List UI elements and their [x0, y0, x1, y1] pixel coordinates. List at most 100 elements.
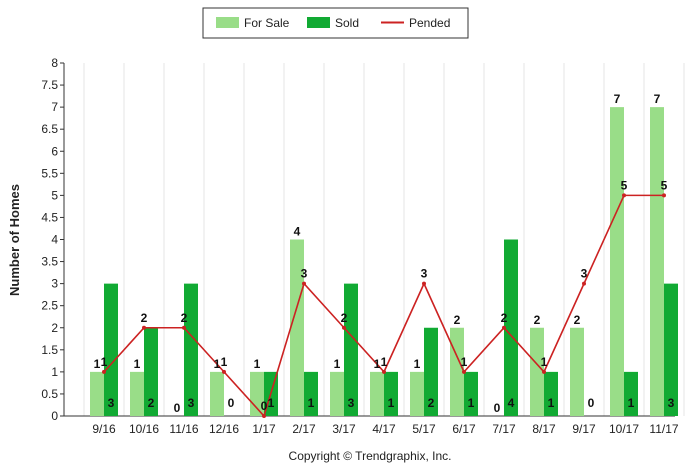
data-label-pended: 1 — [101, 355, 108, 369]
bar-sold — [464, 371, 478, 416]
data-label-sold: 3 — [108, 396, 115, 410]
data-label-pended: 1 — [381, 355, 388, 369]
bars — [90, 107, 678, 416]
data-label-for-sale: 2 — [454, 313, 461, 327]
legend: For Sale Sold Pended — [202, 7, 469, 39]
y-tick-label: 1 — [51, 365, 58, 379]
pended-point — [662, 193, 666, 198]
y-tick-label: 7.5 — [41, 78, 58, 92]
legend-label-pended: Pended — [409, 16, 450, 30]
bar-for-sale — [130, 371, 144, 416]
y-tick-label: 5 — [51, 188, 58, 202]
pended-point — [422, 281, 426, 286]
data-label-for-sale: 4 — [294, 225, 301, 239]
x-tick-label: 4/17 — [372, 422, 396, 436]
data-label-sold: 3 — [668, 396, 675, 410]
data-label-sold: 1 — [468, 396, 475, 410]
data-label-for-sale: 7 — [654, 92, 661, 106]
y-tick-label: 0.5 — [41, 387, 58, 401]
y-tick-label: 6.5 — [41, 122, 58, 136]
bar-for-sale — [290, 239, 304, 416]
bar-for-sale — [450, 327, 464, 416]
y-tick-label: 4 — [51, 233, 58, 247]
data-label-for-sale: 1 — [214, 357, 221, 371]
bar-for-sale — [570, 327, 584, 416]
data-label-pended: 0 — [261, 399, 268, 413]
pended-point — [262, 414, 266, 418]
pended-point — [382, 369, 386, 374]
data-label-for-sale: 2 — [574, 313, 581, 327]
x-tick-label: 11/16 — [169, 422, 198, 436]
pended-point — [302, 281, 306, 286]
data-label-pended: 1 — [541, 355, 548, 369]
bar-sold — [664, 283, 678, 416]
bar-sold — [184, 283, 198, 416]
y-tick-label: 8 — [51, 56, 58, 70]
legend-label-sold: Sold — [335, 16, 359, 30]
copyright-text: Copyright © Trendgraphix, Inc. — [289, 449, 452, 463]
x-tick-label: 12/16 — [209, 422, 239, 436]
pended-point — [342, 325, 346, 330]
bar-for-sale — [330, 371, 344, 416]
bar-sold — [504, 239, 518, 416]
data-label-for-sale: 1 — [374, 357, 381, 371]
data-label-for-sale: 0 — [494, 401, 501, 415]
x-tick-label: 10/16 — [129, 422, 159, 436]
x-tick-label: 6/17 — [452, 422, 476, 436]
pended-point — [102, 369, 106, 374]
legend-label-for-sale: For Sale — [244, 16, 290, 30]
bar-for-sale — [610, 107, 624, 416]
x-tick-label: 1/17 — [252, 422, 276, 436]
data-label-pended: 1 — [461, 355, 468, 369]
data-label-sold: 3 — [188, 396, 195, 410]
bar-for-sale — [210, 371, 224, 416]
y-tick-label: 4.5 — [41, 210, 58, 224]
x-tick-label: 9/17 — [572, 422, 596, 436]
x-tick-label: 11/17 — [649, 422, 678, 436]
data-label-pended: 5 — [621, 178, 628, 192]
data-label-for-sale: 1 — [414, 357, 421, 371]
x-tick-label: 3/17 — [332, 422, 356, 436]
axes: 0 0.5 1 1.5 2 2.5 3 3.5 4 4.5 5 5.5 6 6.5 7 7.5 8 9/16 10/… — [41, 56, 679, 436]
data-label-sold: 2 — [428, 396, 435, 410]
pended-point — [182, 325, 186, 330]
data-label-pended: 2 — [181, 311, 188, 325]
data-label-pended: 5 — [661, 178, 668, 192]
bar-sold — [104, 283, 118, 416]
bar-sold — [344, 283, 358, 416]
data-label-pended: 3 — [301, 267, 308, 281]
data-label-for-sale: 1 — [334, 357, 341, 371]
data-label-sold: 0 — [588, 396, 595, 410]
data-label-for-sale: 7 — [614, 92, 621, 106]
bar-for-sale — [650, 107, 664, 416]
x-tick-label: 8/17 — [532, 422, 556, 436]
data-label-pended: 1 — [221, 355, 228, 369]
y-tick-label: 7 — [51, 100, 58, 114]
data-label-sold: 0 — [228, 396, 235, 410]
grid — [83, 63, 685, 416]
legend-swatch-sold — [307, 17, 330, 28]
pended-point — [502, 325, 506, 330]
data-label-pended: 3 — [581, 267, 588, 281]
data-label-sold: 3 — [348, 396, 355, 410]
data-label-pended: 2 — [141, 311, 148, 325]
data-label-for-sale: 1 — [94, 357, 101, 371]
pended-point — [142, 325, 146, 330]
data-label-sold: 1 — [388, 396, 395, 410]
data-label-for-sale: 1 — [254, 357, 261, 371]
legend-swatch-for-sale — [216, 17, 239, 28]
y-tick-label: 2.5 — [41, 299, 58, 313]
data-label-for-sale: 2 — [534, 313, 541, 327]
bar-sold — [384, 371, 398, 416]
x-tick-label: 9/16 — [92, 422, 116, 436]
y-tick-label: 5.5 — [41, 166, 58, 180]
x-tick-label: 5/17 — [412, 422, 436, 436]
data-label-sold: 1 — [268, 396, 275, 410]
y-tick-label: 6 — [51, 144, 58, 158]
y-tick-label: 3.5 — [41, 255, 58, 269]
legend-box — [202, 7, 469, 39]
data-label-sold: 4 — [508, 396, 515, 410]
bar-sold — [624, 371, 638, 416]
